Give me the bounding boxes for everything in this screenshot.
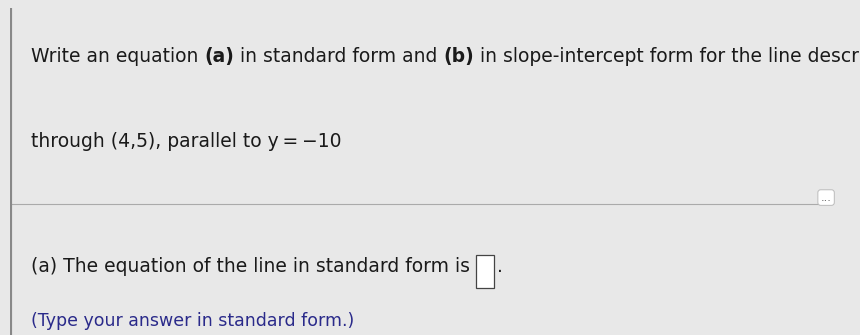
Text: in slope-intercept form for the line described.: in slope-intercept form for the line des…	[475, 47, 860, 66]
Text: (a): (a)	[205, 47, 234, 66]
Text: in standard form and: in standard form and	[234, 47, 444, 66]
Text: (a) The equation of the line in standard form is: (a) The equation of the line in standard…	[31, 257, 476, 275]
Text: Write an equation: Write an equation	[31, 47, 205, 66]
Text: .: .	[497, 257, 503, 275]
Text: (b): (b)	[444, 47, 475, 66]
Text: ...: ...	[820, 193, 832, 203]
Text: through (4,5), parallel to y = −10: through (4,5), parallel to y = −10	[31, 132, 341, 151]
Text: (Type your answer in standard form.): (Type your answer in standard form.)	[31, 312, 354, 330]
Bar	[476, 255, 494, 287]
